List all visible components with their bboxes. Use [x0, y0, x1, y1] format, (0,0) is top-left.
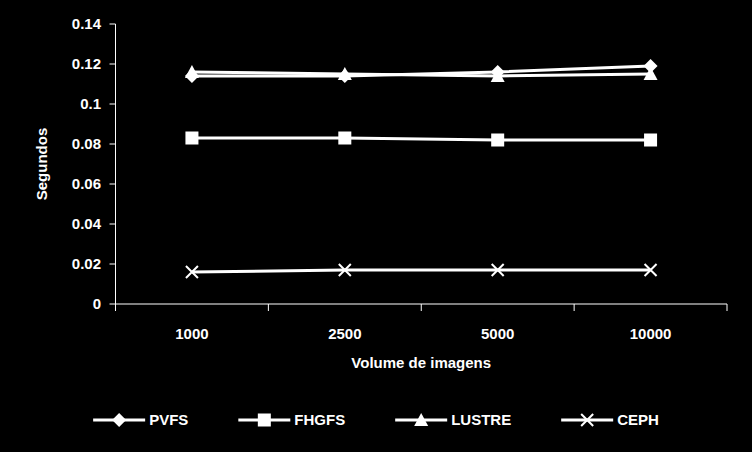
x-tick	[115, 304, 116, 311]
x-axis-label: Volume de imagens	[351, 354, 491, 371]
data-point	[491, 134, 504, 147]
y-tick	[110, 224, 116, 225]
y-tick-label: 0.06	[72, 175, 101, 192]
series-line	[192, 138, 651, 140]
y-tick-label: 0.02	[72, 255, 101, 272]
y-tick-label: 0.04	[72, 215, 102, 232]
chart: 0 0.02 0.04 0.06 0.08 0.1 0.12 0.14 1000 2500 5000…	[0, 0, 752, 452]
data-point	[185, 132, 198, 145]
y-tick-label: 0.12	[72, 55, 101, 72]
data-point	[338, 132, 351, 145]
y-tick	[110, 184, 116, 185]
x-tick-label: 5000	[481, 325, 514, 342]
y-tick	[110, 24, 116, 25]
data-point	[644, 67, 658, 80]
background	[0, 0, 752, 452]
x-tick	[268, 304, 269, 311]
y-tick	[110, 264, 116, 265]
data-point	[492, 264, 504, 276]
y-tick-label: 0.14	[72, 15, 102, 32]
y-tick	[110, 64, 116, 65]
y-tick-label: 0.08	[72, 135, 101, 152]
data-point	[645, 264, 657, 276]
y-axis-label: Segundos	[33, 128, 50, 201]
y-tick	[110, 304, 116, 305]
legend-label: FHGFS	[294, 411, 345, 428]
x-tick	[421, 304, 422, 311]
y-tick-label: 0.1	[80, 95, 101, 112]
legend-label: PVFS	[149, 411, 188, 428]
y-tick	[110, 104, 116, 105]
data-point	[339, 264, 351, 276]
legend-label: LUSTRE	[451, 411, 511, 428]
data-point	[186, 266, 198, 278]
y-tick-label: 0	[93, 295, 101, 312]
series-line	[192, 72, 651, 76]
legend-marker	[112, 413, 126, 427]
series-line	[192, 270, 651, 272]
legend-label: CEPH	[617, 411, 659, 428]
legend-marker	[414, 413, 428, 426]
series-line	[192, 66, 651, 76]
data-point	[338, 67, 352, 80]
data-point	[644, 134, 657, 147]
legend-marker	[258, 414, 271, 427]
x-tick-label: 1000	[175, 325, 208, 342]
legend: PVFS FHGFS LUSTRE CEPH	[93, 411, 659, 428]
data-point	[185, 65, 199, 78]
x-tick-label: 10000	[630, 325, 672, 342]
data-point	[491, 69, 505, 82]
y-axis	[115, 24, 116, 304]
y-tick	[110, 144, 116, 145]
x-tick	[727, 304, 728, 311]
legend-marker	[581, 414, 593, 426]
x-tick-label: 2500	[328, 325, 361, 342]
x-tick	[574, 304, 575, 311]
plot-area	[185, 59, 658, 278]
